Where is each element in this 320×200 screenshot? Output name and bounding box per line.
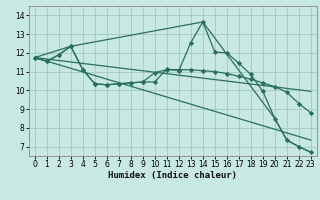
X-axis label: Humidex (Indice chaleur): Humidex (Indice chaleur) [108,171,237,180]
